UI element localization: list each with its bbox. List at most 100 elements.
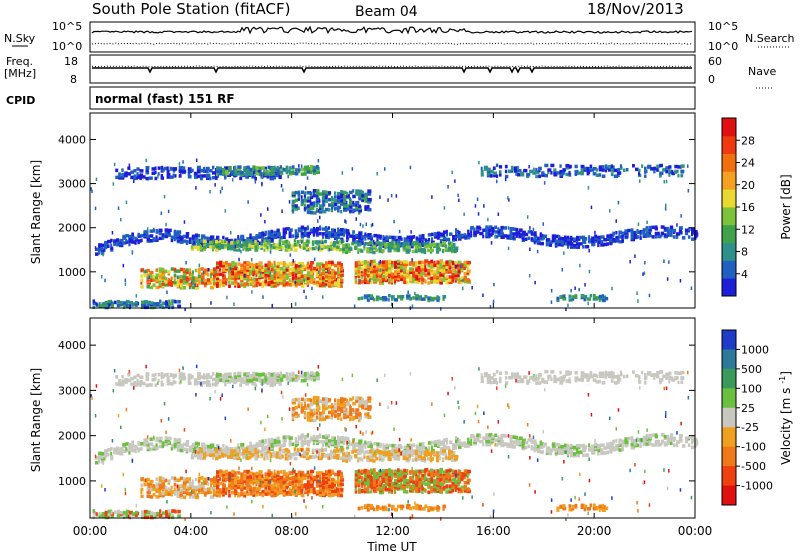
power-cell	[199, 239, 204, 243]
power-cell	[429, 243, 435, 247]
power-cell	[412, 235, 416, 239]
power-cell	[161, 271, 165, 276]
power-cell	[463, 260, 468, 265]
velocity-cell	[125, 442, 129, 446]
velocity-cell	[191, 485, 196, 490]
power-cell	[397, 235, 402, 240]
power-cell	[219, 284, 222, 288]
velocity-cell	[249, 492, 254, 496]
velocity-cell	[346, 443, 349, 448]
velocity-cell	[536, 448, 541, 452]
power-cell	[384, 296, 387, 300]
velocity-cell	[158, 484, 163, 488]
velocity-cell	[276, 378, 279, 382]
power-cell	[487, 217, 489, 222]
power-cell	[288, 166, 292, 170]
velocity-cell	[282, 480, 287, 485]
power-cell	[411, 258, 413, 262]
velocity-cell	[566, 448, 571, 453]
power-cell	[317, 270, 320, 274]
power-cell	[202, 242, 207, 247]
velocity-cell	[291, 398, 296, 402]
velocity-cell	[482, 442, 485, 447]
velocity-cell	[492, 380, 497, 384]
velocity-cell	[303, 398, 307, 402]
velocity-cell	[358, 418, 361, 423]
power-cell	[291, 208, 295, 212]
power-cell	[458, 230, 461, 235]
power-cell	[217, 237, 220, 242]
power-cell	[321, 276, 325, 280]
power-cell	[654, 235, 658, 239]
power-cell	[366, 273, 372, 277]
power-cell	[140, 305, 146, 309]
power-cell	[215, 240, 219, 244]
power-cell	[303, 230, 307, 234]
power-cell	[140, 285, 144, 289]
power-cell	[174, 300, 177, 304]
power-cell	[318, 192, 323, 196]
power-cell	[486, 172, 492, 176]
power-cell	[400, 274, 405, 279]
power-cell	[147, 305, 150, 309]
power-cell	[598, 296, 603, 301]
velocity-cell	[397, 444, 402, 448]
velocity-cell	[167, 492, 172, 496]
velocity-cell	[179, 476, 184, 481]
velocity-cell	[364, 440, 367, 445]
power-colorbar-tick-label: 28	[741, 134, 755, 147]
power-cell	[203, 270, 207, 274]
velocity-cell	[228, 480, 232, 485]
power-cell	[490, 241, 493, 245]
power-cell	[492, 166, 496, 170]
velocity-cell	[566, 443, 570, 448]
power-cell	[397, 261, 400, 265]
velocity-cell	[340, 445, 344, 450]
velocity-cell	[668, 375, 672, 380]
power-cell	[372, 244, 377, 249]
power-cell	[372, 266, 378, 270]
power-cell	[582, 240, 587, 244]
power-cell	[225, 277, 228, 282]
power-cell	[255, 280, 260, 285]
power-cell	[388, 269, 393, 274]
power-cell	[122, 305, 126, 309]
velocity-cell	[303, 404, 307, 408]
velocity-cell	[352, 408, 355, 412]
velocity-cell	[160, 374, 165, 379]
power-cell	[393, 219, 395, 224]
velocity-cell	[219, 378, 223, 383]
power-cell	[155, 268, 158, 272]
velocity-cell	[483, 372, 489, 376]
velocity-cell	[548, 451, 553, 456]
power-cell	[231, 271, 234, 276]
power-cell	[463, 266, 466, 270]
power-cell	[237, 282, 240, 286]
power-cell	[378, 278, 384, 282]
power-colorbar	[722, 118, 736, 297]
power-cell	[361, 196, 366, 200]
power-cell	[415, 260, 418, 265]
power-cell	[504, 177, 507, 182]
velocity-cell	[228, 490, 231, 494]
power-cell	[136, 172, 139, 176]
power-cell	[664, 207, 667, 211]
power-cell	[255, 234, 260, 238]
power-cell	[470, 226, 474, 230]
power-cell	[222, 283, 225, 288]
power-cell	[352, 231, 354, 235]
power-cell	[179, 279, 184, 283]
power-cell	[281, 209, 283, 213]
power-cell	[388, 273, 392, 277]
power-cell	[191, 276, 196, 280]
power-cell	[267, 236, 272, 241]
power-cell	[237, 235, 240, 239]
velocity-cell	[273, 483, 276, 488]
power-cell	[387, 242, 392, 246]
power-cell	[482, 234, 485, 239]
power-cell	[261, 265, 264, 269]
power-cell	[98, 248, 102, 252]
power-cell	[270, 276, 274, 281]
power-cell	[433, 263, 438, 267]
power-cell	[258, 172, 261, 177]
